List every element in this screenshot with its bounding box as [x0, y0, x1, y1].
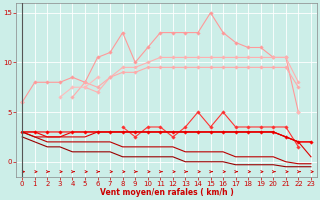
- X-axis label: Vent moyen/en rafales ( km/h ): Vent moyen/en rafales ( km/h ): [100, 188, 234, 197]
